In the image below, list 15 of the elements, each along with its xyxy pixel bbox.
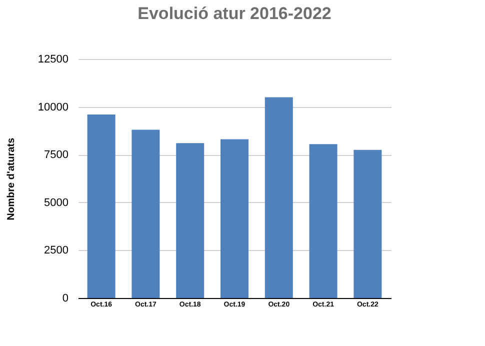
bar [354, 150, 382, 298]
y-tick-label: 2500 [44, 244, 68, 257]
y-tick-label: 0 [62, 292, 68, 304]
y-tick-label: 10000 [38, 101, 68, 114]
bar [309, 144, 338, 298]
bar [176, 143, 204, 298]
bar [220, 139, 248, 298]
bar [132, 130, 160, 298]
y-tick-label: 12500 [38, 54, 68, 66]
bar [264, 97, 293, 298]
y-tick-label: 7500 [44, 149, 68, 162]
chart-title: Evolució atur 2016-2022 [138, 4, 332, 23]
bar [87, 114, 116, 298]
y-tick-label: 5000 [44, 196, 68, 209]
y-axis-title: Nombre d'aturats [6, 137, 17, 220]
